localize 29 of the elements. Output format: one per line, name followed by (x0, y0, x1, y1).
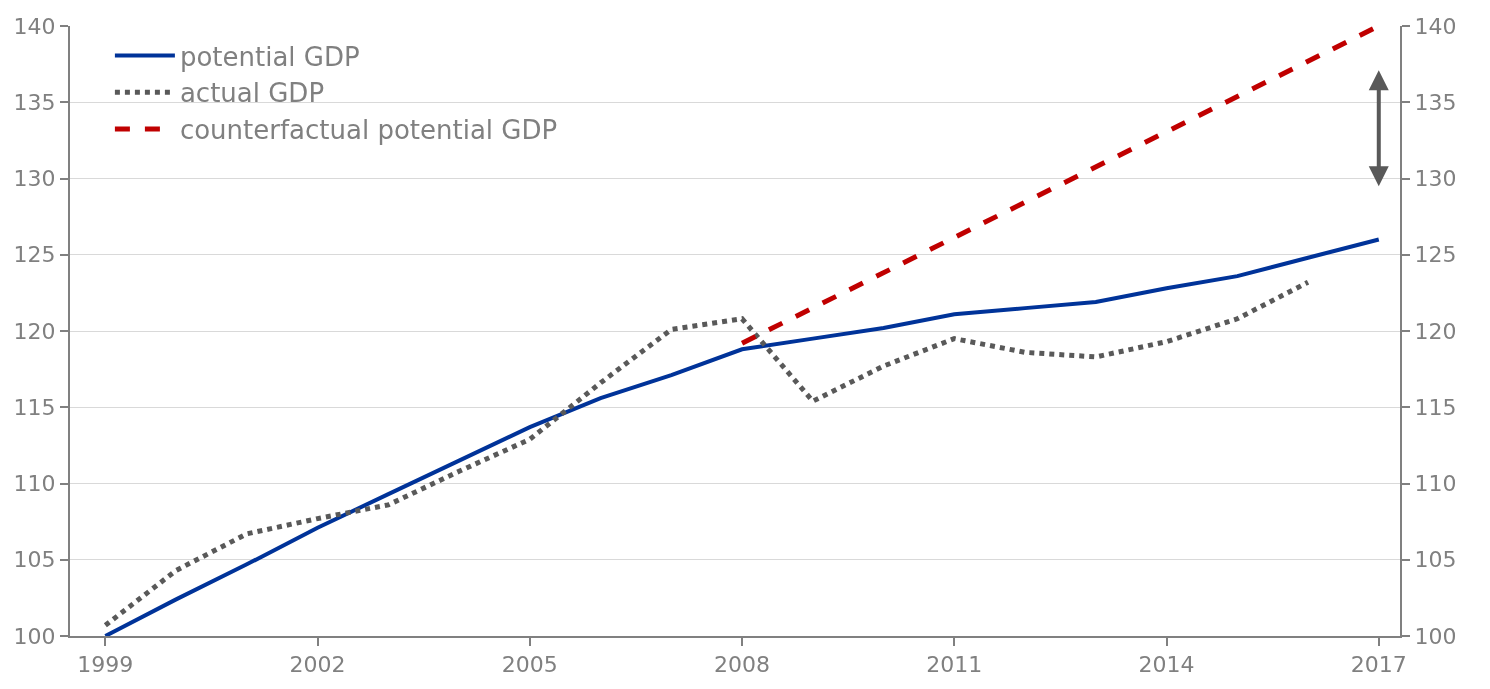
y2-tick-label: 100 (1414, 623, 1457, 649)
y-tick-label: 140 (13, 13, 56, 39)
y2-tick-label: 130 (1414, 166, 1457, 192)
x-tick-label: 2014 (1138, 652, 1195, 678)
y2-tick-label: 110 (1414, 471, 1457, 497)
x-tick-label: 2002 (289, 652, 346, 678)
y-tick-label: 100 (13, 623, 56, 649)
y2-tick-label: 115 (1414, 394, 1457, 420)
legend-label: counterfactual potential GDP (179, 115, 558, 146)
x-tick-label: 2011 (926, 652, 983, 678)
y-tick-label: 120 (13, 318, 56, 344)
y-tick-label: 105 (13, 547, 56, 573)
y2-tick-label: 105 (1414, 547, 1457, 573)
x-tick-label: 2005 (501, 652, 558, 678)
y-tick-label: 115 (13, 394, 56, 420)
legend-label: actual GDP (179, 78, 325, 109)
x-tick-label: 2008 (714, 652, 771, 678)
x-tick-label: 1999 (77, 652, 134, 678)
y2-tick-label: 140 (1414, 13, 1457, 39)
y2-tick-label: 120 (1414, 318, 1457, 344)
y-tick-label: 135 (13, 89, 56, 115)
y2-tick-label: 125 (1414, 242, 1457, 268)
y-tick-label: 125 (13, 242, 56, 268)
line-series (103, 237, 1381, 636)
x-tick-label: 2017 (1350, 652, 1407, 678)
y2-tick-label: 135 (1414, 89, 1457, 115)
y-tick-label: 130 (13, 166, 56, 192)
legend-label: potential GDP (179, 41, 360, 72)
y-tick-label: 110 (13, 471, 56, 497)
